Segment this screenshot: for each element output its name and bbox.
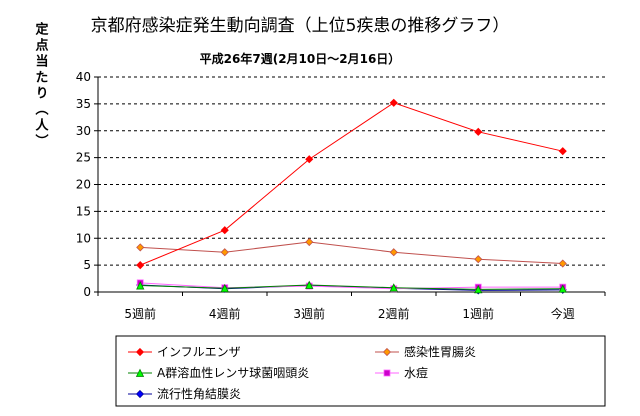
- series-line: [140, 284, 563, 290]
- legend-marker: [135, 347, 145, 357]
- x-tick-label: 4週前: [209, 306, 241, 321]
- data-point: [305, 155, 314, 164]
- legend-marker: [135, 368, 145, 377]
- legend-entry: A群溶血性レンサ球菌咽頭炎: [157, 365, 309, 380]
- legend-marker: [383, 369, 391, 377]
- y-tick-label: 10: [76, 231, 91, 245]
- series-line: [140, 102, 563, 266]
- legend-entry: 感染性胃腸炎: [404, 344, 476, 359]
- legend-entry: 水痘: [404, 365, 428, 380]
- y-tick-label: 20: [76, 178, 91, 192]
- data-point: [474, 127, 483, 136]
- data-point: [220, 248, 229, 257]
- y-tick-label: 0: [83, 285, 91, 299]
- data-point: [389, 283, 398, 292]
- chart-title: 京都府感染症発生動向調査（上位5疾患の推移グラフ）: [91, 16, 510, 36]
- legend-box: [115, 335, 606, 407]
- x-tick-label: 今週: [551, 306, 575, 321]
- data-point: [305, 280, 314, 289]
- data-point: [136, 281, 145, 290]
- data-point: [474, 255, 483, 264]
- data-point: [558, 284, 567, 293]
- data-point: [558, 259, 567, 268]
- chart-subtitle: 平成26年7週(2月10日～2月16日）: [200, 51, 401, 66]
- x-tick-label: 2週前: [378, 306, 410, 321]
- y-tick-label: 5: [83, 258, 91, 272]
- data-point: [558, 147, 567, 156]
- legend-entry: インフルエンザ: [157, 345, 241, 359]
- legend-marker: [382, 347, 392, 357]
- data-point: [136, 243, 145, 252]
- series-line: [140, 282, 563, 290]
- y-tick-label: 25: [76, 151, 91, 165]
- y-axis-label: 定点当たり（人）: [33, 21, 50, 150]
- grid-layer: [98, 76, 605, 266]
- series-layer: [136, 98, 567, 295]
- y-tick-label: 15: [76, 204, 91, 218]
- data-point: [389, 98, 398, 107]
- y-tick-label: 35: [76, 97, 91, 111]
- y-tick-label: 30: [76, 124, 91, 138]
- data-point: [220, 283, 229, 293]
- data-point: [305, 237, 314, 247]
- data-point: [220, 226, 229, 235]
- x-tick-label: 5週前: [124, 306, 156, 321]
- x-tick-label: 3週前: [293, 306, 325, 321]
- axis-layer: 0 5 10 15 20 25 30 35 40 5週前 4週前 3週前 2週前 1週前 今週: [76, 70, 606, 321]
- data-point: [389, 248, 398, 257]
- data-point: [474, 284, 483, 294]
- legend-marker: [135, 389, 145, 399]
- series-line: [140, 241, 563, 265]
- y-tick-label: 40: [76, 70, 91, 84]
- legend-entry: 流行性角結膜炎: [157, 387, 241, 401]
- x-tick-label: 1週前: [462, 306, 494, 321]
- data-point: [136, 261, 145, 270]
